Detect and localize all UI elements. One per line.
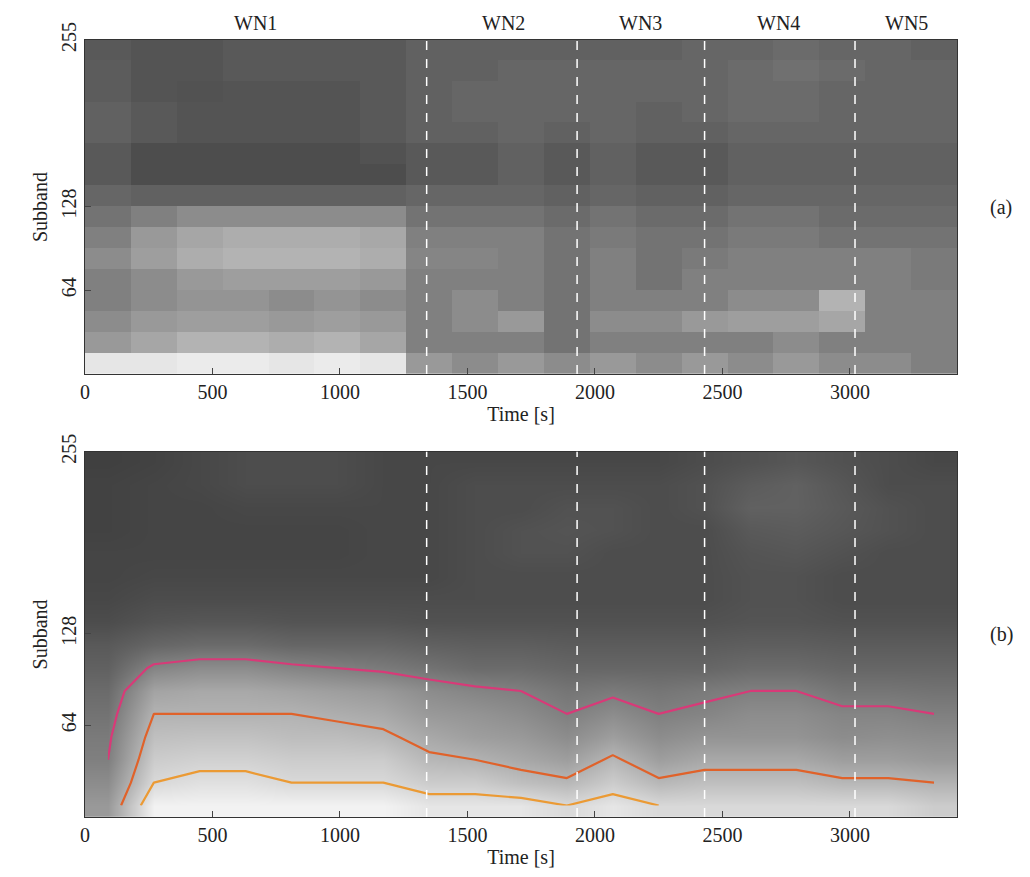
svg-text:2500: 2500 bbox=[702, 824, 742, 846]
svg-text:500: 500 bbox=[197, 824, 227, 846]
svg-text:WN4: WN4 bbox=[757, 12, 800, 34]
svg-text:64: 64 bbox=[58, 277, 80, 297]
svg-text:WN1: WN1 bbox=[234, 12, 277, 34]
svg-text:Time [s]: Time [s] bbox=[487, 403, 555, 425]
svg-text:64: 64 bbox=[58, 712, 80, 732]
svg-text:2000: 2000 bbox=[575, 824, 615, 846]
svg-text:255: 255 bbox=[58, 22, 80, 52]
svg-text:1500: 1500 bbox=[447, 381, 487, 403]
svg-text:3000: 3000 bbox=[830, 824, 870, 846]
svg-text:128: 128 bbox=[58, 616, 80, 646]
svg-text:Subband: Subband bbox=[30, 172, 52, 242]
svg-text:Time [s]: Time [s] bbox=[487, 846, 555, 868]
svg-text:WN2: WN2 bbox=[482, 12, 525, 34]
svg-text:Subband: Subband bbox=[30, 599, 52, 669]
svg-text:128: 128 bbox=[58, 188, 80, 218]
svg-text:1000: 1000 bbox=[320, 381, 360, 403]
svg-text:1000: 1000 bbox=[320, 824, 360, 846]
svg-text:1500: 1500 bbox=[447, 824, 487, 846]
svg-text:(b): (b) bbox=[990, 623, 1013, 646]
svg-text:(a): (a) bbox=[990, 196, 1012, 219]
svg-text:0: 0 bbox=[80, 824, 90, 846]
svg-text:2500: 2500 bbox=[702, 381, 742, 403]
svg-text:0: 0 bbox=[80, 381, 90, 403]
svg-text:3000: 3000 bbox=[830, 381, 870, 403]
svg-text:255: 255 bbox=[58, 434, 80, 464]
svg-text:2000: 2000 bbox=[575, 381, 615, 403]
svg-text:500: 500 bbox=[197, 381, 227, 403]
svg-text:WN5: WN5 bbox=[885, 12, 928, 34]
svg-text:WN3: WN3 bbox=[619, 12, 662, 34]
